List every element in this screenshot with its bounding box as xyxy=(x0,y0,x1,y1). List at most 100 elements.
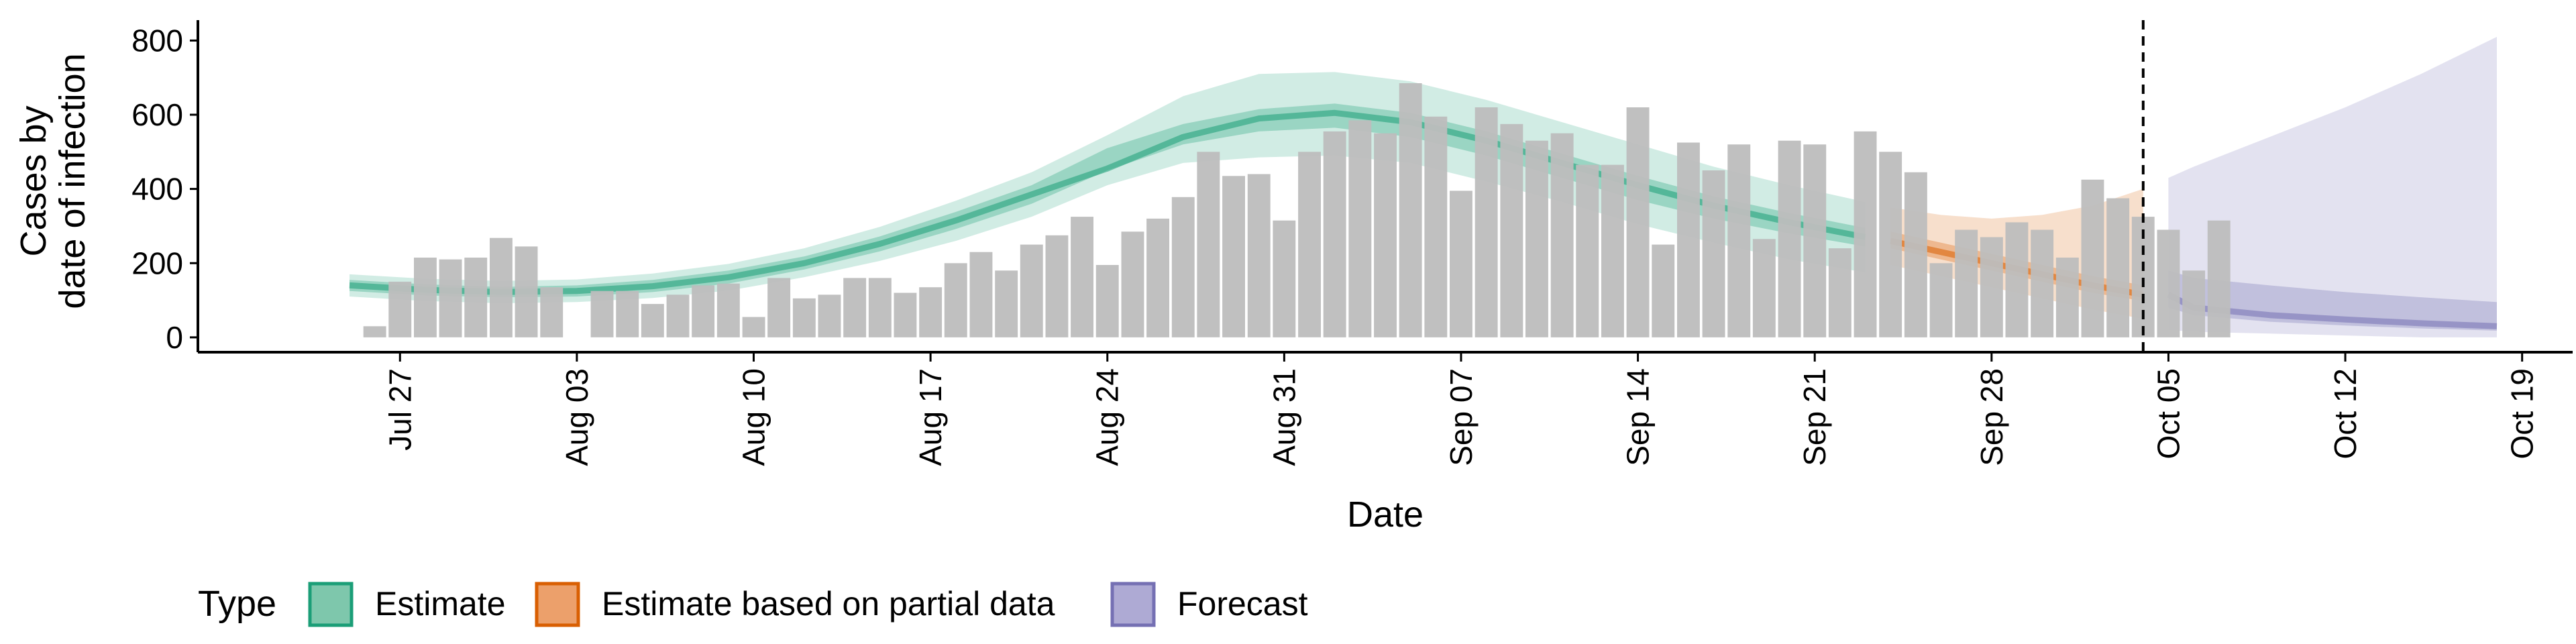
y-tick-label: 200 xyxy=(131,246,183,280)
bar xyxy=(1298,152,1321,337)
series-2-band-90 xyxy=(2168,36,2497,337)
bar xyxy=(1374,133,1397,337)
bar xyxy=(388,281,412,337)
y-tick-label: 400 xyxy=(131,172,183,207)
bar xyxy=(1424,116,1448,337)
legend-key xyxy=(308,582,354,627)
bar xyxy=(818,294,841,337)
bar xyxy=(363,326,386,337)
bar xyxy=(590,290,614,337)
bars-layer xyxy=(363,83,2231,337)
bar xyxy=(843,278,867,337)
bar xyxy=(515,246,538,337)
bar xyxy=(1146,218,1169,337)
bar xyxy=(742,317,765,337)
bar xyxy=(1474,107,1498,337)
x-tick-label: Sep 21 xyxy=(1797,368,1832,466)
legend-label: Estimate based on partial data xyxy=(602,585,1055,623)
legend-label: Estimate xyxy=(375,585,506,623)
bar xyxy=(1752,239,1776,337)
y-axis-title-line: Cases by xyxy=(13,105,54,256)
bar xyxy=(2207,220,2231,337)
bar xyxy=(1854,131,1877,337)
bar xyxy=(490,237,513,337)
bar xyxy=(1576,164,1599,337)
y-tick-label: 600 xyxy=(131,97,183,132)
bar xyxy=(767,278,791,337)
bar xyxy=(1550,133,1574,337)
legend-label: Forecast xyxy=(1177,585,1308,623)
bar xyxy=(1171,197,1195,337)
bar xyxy=(616,290,639,337)
x-tick-label: Jul 27 xyxy=(382,368,417,451)
bar xyxy=(1399,83,1422,337)
bar xyxy=(1702,170,1725,337)
x-tick-label: Aug 24 xyxy=(1090,368,1125,466)
bar xyxy=(1677,142,1700,337)
bar xyxy=(995,270,1018,337)
bar xyxy=(2182,270,2206,337)
x-tick-label: Oct 12 xyxy=(2328,368,2363,460)
bar xyxy=(1197,152,1220,337)
bar xyxy=(641,304,664,337)
bar xyxy=(1626,107,1650,337)
bar xyxy=(540,287,564,337)
bar xyxy=(1095,265,1119,337)
bar xyxy=(894,292,917,337)
y-tick-label: 800 xyxy=(131,23,183,58)
bar xyxy=(1929,263,1953,337)
legend-title: Type xyxy=(198,584,276,624)
bar xyxy=(1450,191,1472,337)
bar xyxy=(1525,140,1548,337)
x-tick-label: Oct 19 xyxy=(2505,368,2540,460)
bar xyxy=(792,298,816,337)
bar xyxy=(1652,244,1675,337)
bar xyxy=(1020,244,1043,337)
bar xyxy=(1980,237,2003,337)
bar xyxy=(2157,229,2180,337)
bar xyxy=(439,259,462,337)
bar xyxy=(919,287,943,337)
bar xyxy=(1778,140,1801,337)
x-tick-label: Oct 05 xyxy=(2151,368,2186,460)
bar xyxy=(1323,131,1346,337)
x-tick-label: Aug 10 xyxy=(737,368,771,466)
bar xyxy=(1828,248,1851,337)
x-axis-title: Date xyxy=(1347,494,1424,535)
x-tick-label: Aug 03 xyxy=(559,368,594,466)
bar xyxy=(1222,176,1245,337)
x-tick-label: Aug 31 xyxy=(1267,368,1301,466)
bar xyxy=(464,258,488,337)
bar xyxy=(414,258,437,337)
bar xyxy=(2005,222,2029,337)
bar xyxy=(1071,217,1093,337)
legend: Type Estimate Estimate based on partial da… xyxy=(198,582,1308,627)
bar xyxy=(2031,229,2054,337)
y-tick-label: 0 xyxy=(166,320,183,355)
bar xyxy=(1601,164,1624,337)
legend-key xyxy=(1110,582,1156,627)
bar xyxy=(2081,179,2104,337)
bar xyxy=(868,278,892,337)
bar xyxy=(1879,152,1902,337)
bar xyxy=(1247,174,1271,337)
bar xyxy=(1121,231,1144,337)
legend-key xyxy=(535,582,580,627)
bar xyxy=(2055,258,2079,337)
y-axis-title-line: date of infection xyxy=(52,53,93,309)
bar xyxy=(716,283,740,337)
bar xyxy=(1045,235,1069,337)
bar xyxy=(2106,198,2130,337)
x-tick-label: Sep 14 xyxy=(1621,368,1656,466)
x-tick-label: Aug 17 xyxy=(913,368,948,466)
bar xyxy=(1273,220,1296,337)
bar xyxy=(1500,123,1523,337)
bar xyxy=(1904,172,1927,337)
bar xyxy=(666,294,690,337)
bar xyxy=(692,285,715,337)
x-tick-label: Sep 07 xyxy=(1444,368,1479,466)
bar xyxy=(1348,120,1372,337)
bar xyxy=(969,252,993,337)
bar xyxy=(1727,144,1751,337)
